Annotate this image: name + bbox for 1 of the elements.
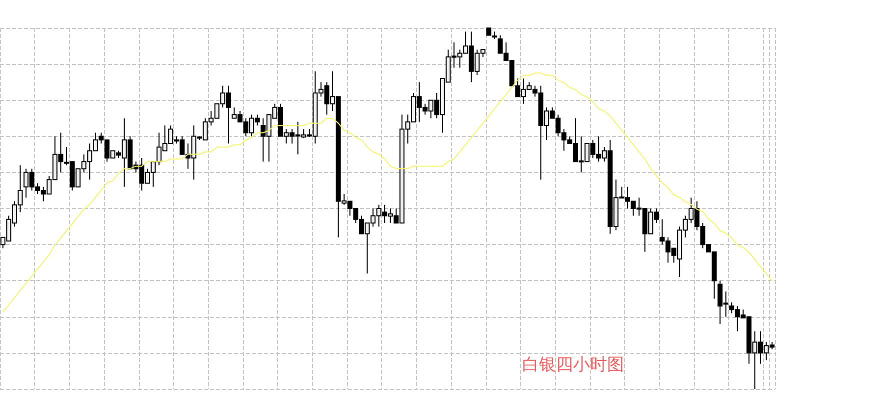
annotation: 白银四小时图 bbox=[522, 355, 624, 374]
